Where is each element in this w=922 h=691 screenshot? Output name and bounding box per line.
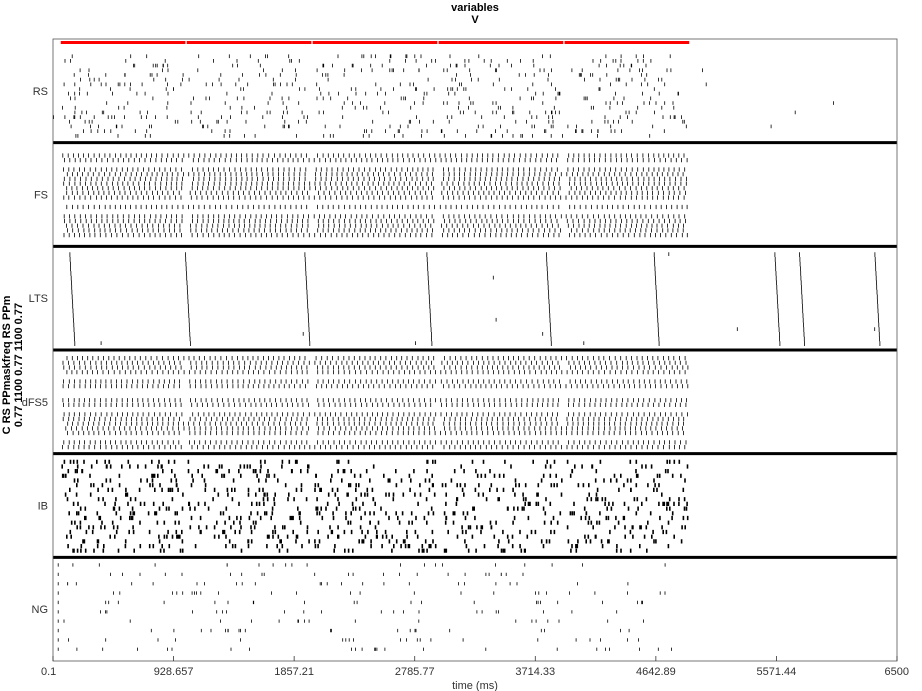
panel-rs: RS xyxy=(33,41,834,138)
panel-label: dFS5 xyxy=(22,397,48,409)
ylabel-line: 0.77 1100 0.77 1100 0.77 xyxy=(13,303,25,427)
x-tick-label: 928.657 xyxy=(154,666,194,678)
spike-raster xyxy=(57,563,672,651)
axes-frame xyxy=(52,38,898,662)
title-line: variables xyxy=(451,2,499,14)
x-tick-label: 6500 xyxy=(885,666,909,678)
x-tick-label: 1857.21 xyxy=(274,666,314,678)
panel-label: RS xyxy=(33,86,48,98)
axes-box xyxy=(52,38,898,662)
x-tick-label: 4642.89 xyxy=(636,666,676,678)
panel-label: LTS xyxy=(29,293,48,305)
panel-ng: NG xyxy=(32,555,897,651)
spike-raster xyxy=(62,153,688,238)
title-line: V xyxy=(471,14,479,26)
panel-lts: LTS xyxy=(29,244,897,346)
x-tick-label: 0.1 xyxy=(41,666,56,678)
panel-ib: IB xyxy=(38,452,897,553)
spike-raster xyxy=(62,356,689,450)
spike-raster xyxy=(69,252,881,346)
x-tick-label: 5571.44 xyxy=(757,666,797,678)
x-axis-label: time (ms) xyxy=(452,680,498,691)
figure-ylabel: C RS PPmaskfreq RS PPm 0.77 1100 0.77 110… xyxy=(1,295,25,434)
panel-fs: FS xyxy=(34,141,897,238)
spike-raster xyxy=(61,459,689,553)
panel-label: FS xyxy=(34,190,48,202)
x-tick-label: 2785.77 xyxy=(395,666,435,678)
panel-label: NG xyxy=(32,604,49,616)
x-tick-label: 3714.33 xyxy=(515,666,555,678)
spike-raster xyxy=(53,54,834,138)
x-axis-ticks: 0.1 928.657 1857.21 2785.77 3714.33 4642.89 55… xyxy=(41,656,909,678)
ylabel-line: C RS PPmaskfreq RS PPm xyxy=(1,295,13,434)
panel-dfs5: dFS5 xyxy=(22,348,897,450)
panel-label: IB xyxy=(38,501,48,513)
raster-panels: RS FS LTS dFS5 IB NG xyxy=(22,41,897,651)
